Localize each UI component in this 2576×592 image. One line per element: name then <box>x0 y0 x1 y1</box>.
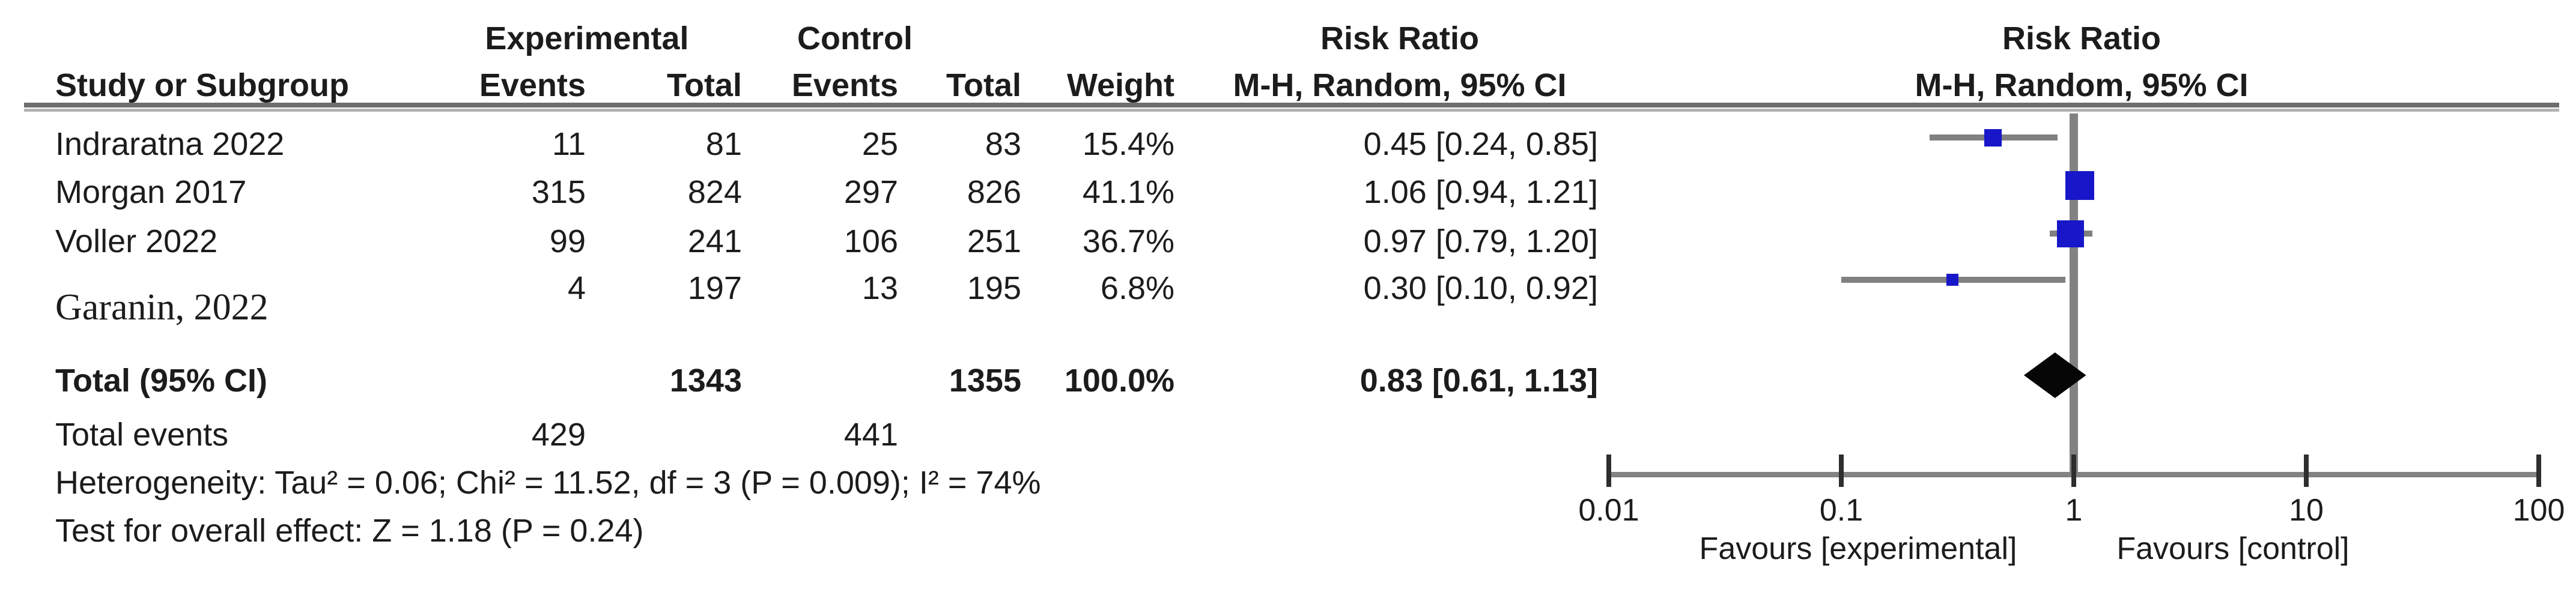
study-name: Morgan 2017 <box>55 174 247 210</box>
null-effect-line <box>2070 113 2078 476</box>
total-experimental: 241 <box>687 223 742 259</box>
total-control: 195 <box>967 270 1021 306</box>
risk-ratio-ci-value: 1.06 [0.94, 1.21] <box>1363 174 1598 210</box>
x-axis-tick-label: 1 <box>2065 493 2083 528</box>
header-study-or-subgroup: Study or Subgroup <box>55 67 349 103</box>
effect-square <box>2057 220 2085 247</box>
total-events-experimental: 429 <box>531 417 586 453</box>
total-control: 251 <box>967 223 1021 259</box>
risk-ratio-ci-value: 0.97 [0.79, 1.20] <box>1363 223 1598 259</box>
study-name: Indraratna 2022 <box>55 126 285 162</box>
total-experimental: 197 <box>687 270 742 306</box>
favours-control-label: Favours [control] <box>2116 531 2350 566</box>
header-total-control: Total <box>946 67 1021 103</box>
heterogeneity-text: Heterogeneity: Tau² = 0.06; Chi² = 11.52… <box>55 465 1041 501</box>
effect-square <box>2065 171 2094 200</box>
study-row-garanin: Garanin, 2022 4 197 13 195 6.8% 0.30 [0.… <box>0 269 2576 327</box>
x-axis-tick-label: 10 <box>2289 493 2324 528</box>
header-mh-ci-right: M-H, Random, 95% CI <box>1915 67 2249 103</box>
events-control: 297 <box>843 174 898 210</box>
x-axis-tick-label: 0.01 <box>1578 493 1639 528</box>
study-row-voller: Voller 2022 99 241 106 251 36.7% 0.97 [0… <box>0 222 2576 261</box>
header-rule-light <box>24 109 2559 112</box>
events-control: 25 <box>861 126 898 162</box>
total-experimental: 824 <box>687 174 742 210</box>
header-total-experimental: Total <box>667 67 742 103</box>
x-axis-tick <box>1839 455 1844 487</box>
x-axis-tick <box>2536 455 2541 487</box>
header-risk-ratio-left: Risk Ratio <box>1320 20 1480 56</box>
favours-experimental-label: Favours [experimental] <box>1699 531 2017 566</box>
weight-value: 15.4% <box>1082 126 1174 162</box>
x-axis-tick <box>2304 455 2309 487</box>
events-experimental: 11 <box>551 126 586 162</box>
overall-effect-row: Test for overall effect: Z = 1.18 (P = 0… <box>0 512 2576 550</box>
study-name: Voller 2022 <box>55 223 218 259</box>
risk-ratio-ci-value: 0.45 [0.24, 0.85] <box>1363 126 1598 162</box>
header-control-group: Control <box>797 20 913 56</box>
total-control: 83 <box>985 126 1021 162</box>
header-experimental-group: Experimental <box>485 20 689 56</box>
events-control: 13 <box>861 270 898 306</box>
study-row-indraratna: Indraratna 2022 11 81 25 83 15.4% 0.45 [… <box>0 125 2576 163</box>
header-events-experimental: Events <box>479 67 586 103</box>
x-axis-tick-label: 0.1 <box>1819 493 1864 528</box>
total-control: 826 <box>967 174 1021 210</box>
x-axis-tick <box>1606 455 1611 487</box>
header-row-groups: Experimental Control Risk Ratio Risk Rat… <box>0 19 2576 58</box>
total-experimental: 81 <box>705 126 742 162</box>
total-control-sum: 1355 <box>949 363 1021 399</box>
heterogeneity-row: Heterogeneity: Tau² = 0.06; Chi² = 11.52… <box>0 464 2576 502</box>
study-name: Garanin, 2022 <box>55 287 269 328</box>
total-events-label: Total events <box>55 417 229 453</box>
total-events-control: 441 <box>843 417 898 453</box>
total-row: Total (95% CI) 1343 1355 100.0% 0.83 [0.… <box>0 361 2576 400</box>
weight-value: 41.1% <box>1082 174 1174 210</box>
effect-square <box>1984 128 2002 146</box>
risk-ratio-ci-value: 0.30 [0.10, 0.92] <box>1363 270 1598 306</box>
effect-square <box>1946 274 1958 286</box>
header-risk-ratio-right: Risk Ratio <box>2002 20 2161 56</box>
total-risk-ratio-ci: 0.83 [0.61, 1.13] <box>1359 363 1598 399</box>
weight-value: 6.8% <box>1100 270 1174 306</box>
header-row-columns: Study or Subgroup Events Total Events To… <box>0 66 2576 104</box>
x-axis-tick-label: 100 <box>2512 493 2565 528</box>
total-weight: 100.0% <box>1064 363 1174 399</box>
events-control: 106 <box>843 223 898 259</box>
study-row-morgan: Morgan 2017 315 824 297 826 41.1% 1.06 [… <box>0 173 2576 211</box>
total-experimental-sum: 1343 <box>669 363 742 399</box>
events-experimental: 99 <box>549 223 586 259</box>
overall-effect-text: Test for overall effect: Z = 1.18 (P = 0… <box>55 513 644 549</box>
header-weight: Weight <box>1067 67 1174 103</box>
events-experimental: 4 <box>567 270 586 306</box>
x-axis-tick <box>2071 455 2076 487</box>
events-experimental: 315 <box>531 174 586 210</box>
weight-value: 36.7% <box>1082 223 1174 259</box>
total-label: Total (95% CI) <box>55 363 268 399</box>
header-events-control: Events <box>791 67 898 103</box>
header-rule-dark <box>24 103 2559 107</box>
header-mh-ci-left: M-H, Random, 95% CI <box>1233 67 1567 103</box>
total-events-row: Total events 429 441 <box>0 415 2576 454</box>
